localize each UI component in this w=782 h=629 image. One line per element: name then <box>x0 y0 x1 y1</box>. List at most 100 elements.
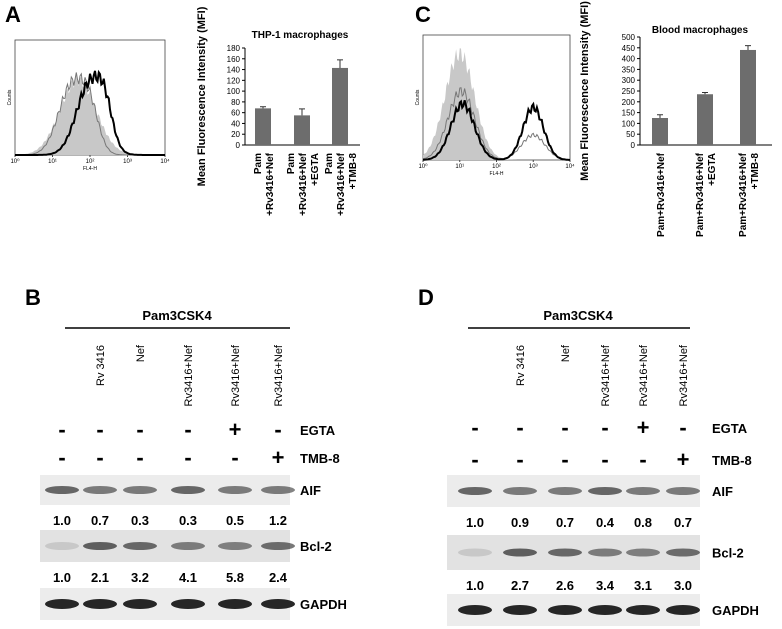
band-quant: 0.7 <box>91 513 109 528</box>
blot-band <box>666 605 700 615</box>
band-quant: 0.3 <box>131 513 149 528</box>
lane-label: Rv3416+Nef <box>600 344 612 406</box>
blot-band <box>503 548 537 557</box>
bar <box>652 118 668 145</box>
blot-band <box>458 548 492 557</box>
treatment-sign: - <box>601 447 608 472</box>
panel-label: C <box>415 2 431 27</box>
bar <box>294 115 310 145</box>
x-tick-label: 10³ <box>123 159 132 165</box>
y-tick-label: 100 <box>622 119 636 128</box>
bar <box>740 49 756 145</box>
y-tick-label: 120 <box>227 76 241 85</box>
chart-title: THP-1 macrophages <box>252 30 349 41</box>
x-tick-label: 10² <box>86 159 95 165</box>
treatment-sign: - <box>136 445 143 470</box>
y-tick-label: 400 <box>622 55 636 64</box>
lane-label: Nef <box>135 344 147 362</box>
x-tick-label: 10² <box>492 164 501 170</box>
blot-band <box>626 548 660 557</box>
blot-band <box>626 605 660 615</box>
x-tick-label-line: Pam <box>253 153 264 174</box>
x-axis-label: FL4-H <box>490 171 504 177</box>
x-tick-label: Pam+Rv3416+Nef+EGTA <box>286 152 321 215</box>
x-tick-label: 10³ <box>529 164 538 170</box>
blot-band <box>588 487 622 495</box>
x-tick-label: 10⁰ <box>418 163 428 170</box>
band-quant: 0.8 <box>634 515 652 530</box>
blot-band <box>123 599 157 609</box>
x-tick-label-line: +EGTA <box>310 153 321 186</box>
lane-label: Rv3416+Nef <box>230 344 242 406</box>
error-bar <box>702 92 708 95</box>
y-tick-label: 140 <box>227 66 241 75</box>
x-tick-label: Pam+Rv3416+Nef <box>253 152 276 215</box>
treatment-sign: - <box>136 417 143 442</box>
histogram-curve <box>15 74 165 155</box>
blot-band <box>45 486 79 494</box>
treatment-label: TMB-8 <box>300 451 340 466</box>
error-bar <box>337 59 343 68</box>
y-tick-label: 50 <box>626 130 635 139</box>
band-quant: 0.7 <box>674 515 692 530</box>
chart-title: Blood macrophages <box>652 25 749 36</box>
blot-band <box>548 548 582 557</box>
band-quant: 0.4 <box>596 515 615 530</box>
y-axis-label: Mean Fluorescence Intensity (MFI) <box>196 6 208 186</box>
treatment-sign: - <box>274 417 281 442</box>
blot-band <box>171 599 205 609</box>
error-bar <box>260 106 266 109</box>
histogram-curve <box>15 69 165 156</box>
group-label: Pam3CSK4 <box>142 308 212 323</box>
treatment-sign: - <box>184 445 191 470</box>
band-quant: 1.0 <box>466 515 484 530</box>
band-quant: 1.0 <box>53 570 71 585</box>
histogram-curve <box>422 87 571 161</box>
band-label: Bcl-2 <box>300 539 332 554</box>
band-quant: 4.1 <box>179 570 197 585</box>
bar <box>255 108 271 145</box>
blot-band <box>261 486 295 494</box>
error-bar <box>299 108 305 116</box>
band-quant: 3.0 <box>674 578 692 593</box>
treatment-sign: - <box>58 445 65 470</box>
x-tick-label-line: +TMB-8 <box>750 153 761 190</box>
bar <box>697 94 713 145</box>
blot-band <box>123 542 157 550</box>
treatment-sign: - <box>601 415 608 440</box>
x-tick-label-line: +EGTA <box>707 153 718 186</box>
treatment-sign: + <box>677 447 690 472</box>
blot-band <box>83 542 117 550</box>
blot-band <box>171 486 205 494</box>
lane-label: Rv3416+Nef <box>678 344 690 406</box>
y-tick-label: 0 <box>236 141 241 150</box>
band-quant: 0.3 <box>179 513 197 528</box>
treatment-sign: + <box>272 445 285 470</box>
band-quant: 2.1 <box>91 570 109 585</box>
y-tick-label: 40 <box>231 119 240 128</box>
y-axis-label: Mean Fluorescence Intensity (MFI) <box>579 1 591 181</box>
x-tick-label-line: +Rv3416+Nef <box>298 152 309 215</box>
treatment-sign: + <box>637 415 650 440</box>
x-tick-label-line: Pam <box>286 153 297 174</box>
treatment-sign: + <box>229 417 242 442</box>
x-tick-label-line: +Rv3416+Nef <box>265 152 276 215</box>
band-quant: 1.0 <box>466 578 484 593</box>
x-tick-label-line: +Rv3416+Nef <box>336 152 347 215</box>
band-quant: 3.1 <box>634 578 652 593</box>
lane-label: Nef <box>560 344 572 362</box>
treatment-sign: - <box>231 445 238 470</box>
lane-label: Rv3416+Nef <box>273 344 285 406</box>
lane-label: Rv 3416 <box>515 345 527 386</box>
blot-band <box>45 599 79 609</box>
blot-band <box>666 548 700 557</box>
treatment-sign: - <box>471 415 478 440</box>
y-tick-label: 350 <box>622 65 636 74</box>
treatment-label: TMB-8 <box>712 453 752 468</box>
band-label: Bcl-2 <box>712 546 744 561</box>
treatment-sign: - <box>516 447 523 472</box>
lane-label: Rv3416+Nef <box>638 344 650 406</box>
treatment-sign: - <box>561 415 568 440</box>
treatment-label: EGTA <box>712 421 748 436</box>
treatment-sign: - <box>58 417 65 442</box>
